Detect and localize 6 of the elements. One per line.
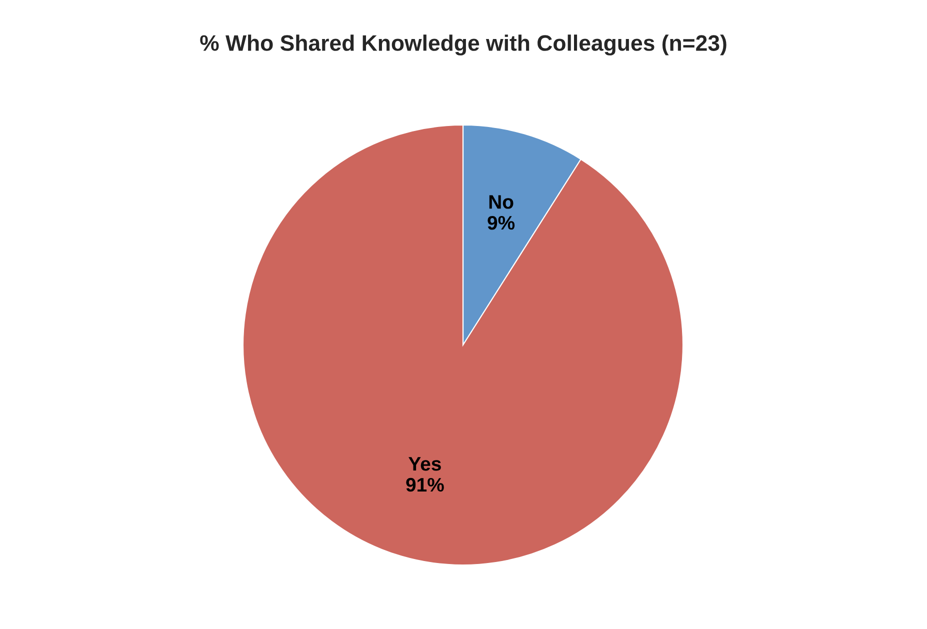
data-label: 91% (406, 478, 444, 492)
data-label: 9% (488, 216, 515, 230)
pie-slice (242, 124, 684, 566)
slice-label: No (489, 195, 514, 209)
chart-title: % Who Shared Knowledge with Colleagues (n=23) (200, 34, 726, 56)
slice-label: Yes (408, 457, 441, 471)
